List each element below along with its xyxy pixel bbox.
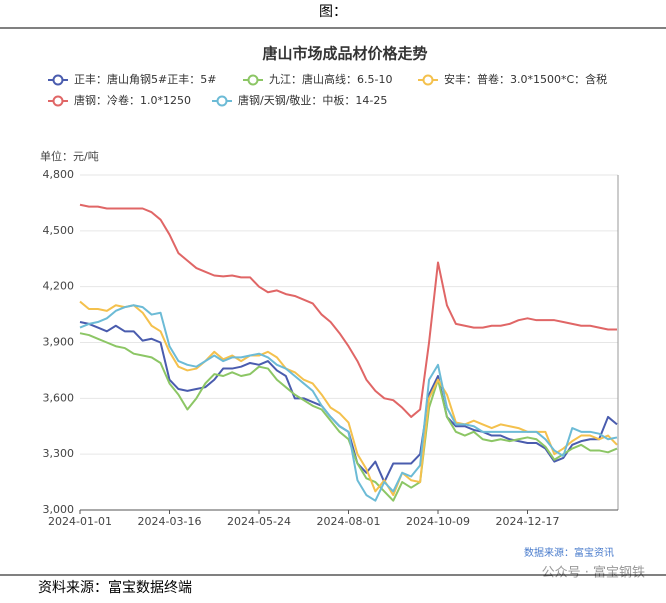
legend-marker (52, 74, 64, 86)
legend-marker (247, 74, 259, 86)
x-tick-label: 2024-05-24 (227, 515, 291, 528)
x-tick-label: 2024-01-01 (48, 515, 112, 528)
legend-label: 九江：唐山高线：6.5-10 (269, 72, 392, 86)
legend-label: 唐钢：冷卷：1.0*1250 (74, 93, 191, 107)
x-tick-label: 2024-12-17 (496, 515, 560, 528)
series-line (79, 304, 618, 502)
header: 图： (319, 4, 347, 20)
y-tick-label: 3,000 (43, 503, 75, 516)
y-tick-label: 4,500 (43, 224, 75, 237)
series-line (79, 203, 617, 418)
x-tick-label: 2024-08-01 (317, 515, 381, 528)
source-note: 数据来源：富宝资讯 (524, 546, 614, 559)
legend-marker (422, 74, 434, 86)
y-tick-label: 3,900 (43, 336, 75, 349)
legend-label: 正丰：唐山角钢5#正丰：5# (74, 72, 216, 86)
y-tick-label: 3,600 (43, 391, 75, 404)
watermark: 公众号 · 富宝钢铁 (542, 565, 645, 581)
x-tick-label: 2024-03-16 (138, 515, 202, 528)
legend-marker (52, 95, 64, 107)
footer: 资料来源：富宝数据终端 (38, 579, 192, 596)
legend-marker (216, 95, 228, 107)
legend-label: 唐钢/天钢/敬业：中板：14-25 (238, 93, 387, 107)
chart-title: 唐山市场成品材价格走势 (262, 45, 427, 63)
x-tick-label: 2024-10-09 (406, 515, 470, 528)
y-tick-label: 4,200 (43, 280, 75, 293)
y-axis-label: 单位：元/吨 (40, 149, 99, 163)
series-line (79, 332, 618, 502)
y-tick-label: 4,800 (43, 168, 75, 181)
legend-label: 安丰：普卷：3.0*1500*C：含税 (444, 72, 607, 86)
y-tick-label: 3,300 (43, 447, 75, 460)
